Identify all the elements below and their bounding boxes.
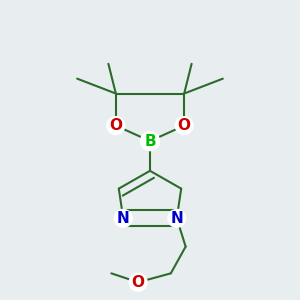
Circle shape: [140, 132, 160, 151]
Circle shape: [168, 209, 186, 227]
Circle shape: [114, 209, 132, 227]
Text: N: N: [170, 211, 183, 226]
Circle shape: [175, 117, 193, 134]
Circle shape: [129, 273, 147, 291]
Text: N: N: [117, 211, 130, 226]
Circle shape: [107, 117, 125, 134]
Text: O: O: [178, 118, 191, 133]
Text: B: B: [144, 134, 156, 148]
Text: O: O: [109, 118, 122, 133]
Text: O: O: [132, 275, 145, 290]
